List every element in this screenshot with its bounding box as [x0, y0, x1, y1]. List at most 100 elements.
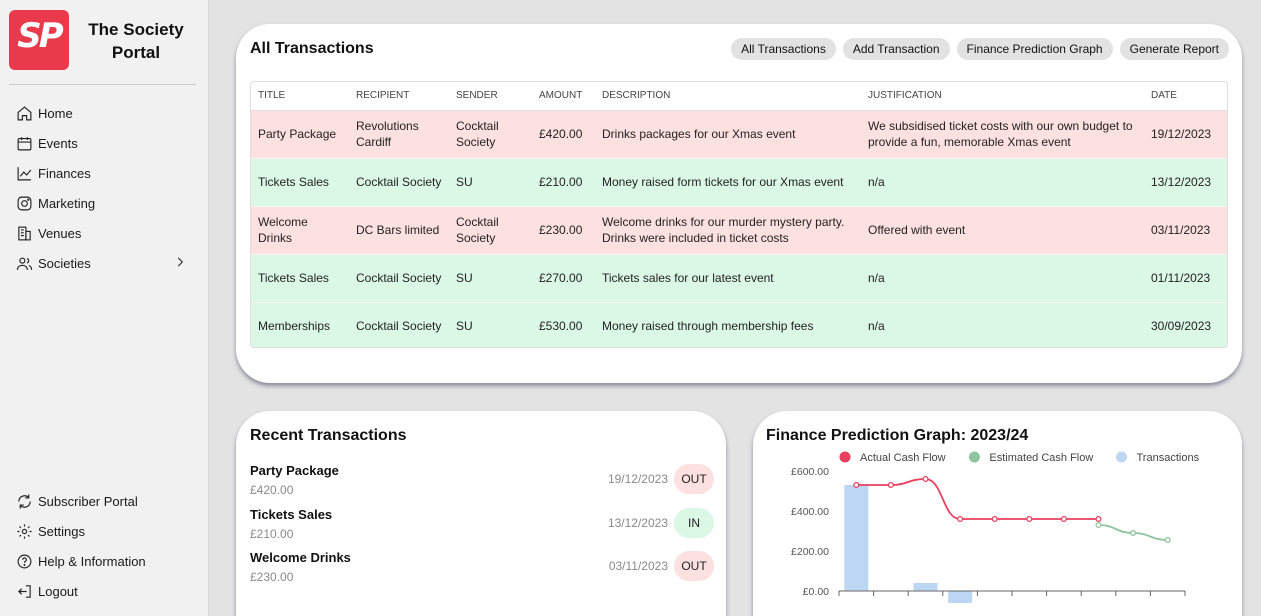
home-icon [15, 104, 33, 122]
table-row[interactable]: Tickets Sales Cocktail Society SU £270.0… [251, 254, 1227, 303]
sidebar: SP The Society Portal Home Events Financ… [0, 0, 209, 616]
users-icon [15, 254, 33, 272]
cell-title: Memberships [251, 302, 349, 347]
legend-label: Actual Cash Flow [860, 452, 946, 464]
cell-description: Tickets sales for our latest event [595, 254, 861, 303]
recent-item-date: 19/12/2023 [607, 472, 668, 486]
main-nav: Home Events Finances Marketing Venues So… [15, 98, 195, 278]
cell-amount: £420.00 [532, 110, 595, 159]
bar-transaction [913, 583, 938, 591]
series-point [991, 515, 998, 523]
nav-label: Finances [38, 165, 91, 181]
cell-date: 03/11/2023 [1144, 206, 1227, 255]
recent-transactions-list: Party Package £420.00 19/12/2023 OUT Tic… [250, 461, 714, 592]
nav-item-marketing[interactable]: Marketing [15, 188, 195, 218]
series-point [1026, 515, 1033, 523]
table-row[interactable]: Party Package Revolutions Cardiff Cockta… [251, 110, 1227, 159]
nav-item-societies[interactable]: Societies [15, 248, 195, 278]
tab-generate-report[interactable]: Generate Report [1119, 38, 1229, 60]
legend-label: Estimated Cash Flow [989, 452, 1093, 464]
table-row[interactable]: Tickets Sales Cocktail Society SU £210.0… [251, 158, 1227, 207]
cell-recipient: DC Bars limited [349, 206, 449, 255]
all-transactions-title: All Transactions [250, 40, 374, 57]
cell-description: Welcome drinks for our murder mystery pa… [595, 206, 861, 255]
all-transactions-card: All Transactions All Transactions Add Tr… [236, 24, 1242, 383]
cell-description: Money raised through membership fees [595, 302, 861, 347]
list-item[interactable]: Party Package £420.00 19/12/2023 OUT [250, 461, 714, 505]
legend-swatch [1116, 451, 1127, 463]
direction-badge: OUT [674, 464, 714, 494]
cell-amount: £210.00 [532, 158, 595, 207]
cell-justification: n/a [861, 302, 1144, 347]
nav-item-finances[interactable]: Finances [15, 158, 195, 188]
column-header-amount[interactable]: Amount [532, 82, 595, 111]
series-point [1060, 515, 1067, 523]
help-icon [15, 552, 33, 570]
tab-finance-prediction-graph[interactable]: Finance Prediction Graph [956, 38, 1113, 60]
column-header-description[interactable]: Description [595, 82, 861, 111]
cell-description: Drinks packages for our Xmas event [595, 110, 861, 159]
nav-item-settings[interactable]: Settings [15, 516, 195, 546]
recent-item-date: 13/12/2023 [607, 515, 668, 530]
nav-item-events[interactable]: Events [15, 128, 195, 158]
legend-swatch [839, 451, 851, 463]
cell-title: Party Package [251, 110, 349, 159]
nav-item-subscriber-portal[interactable]: Subscriber Portal [15, 486, 195, 516]
tab-add-transaction[interactable]: Add Transaction [842, 38, 950, 60]
logo[interactable]: SP [9, 10, 69, 70]
finance-graph-card: Finance Prediction Graph: 2023/24 Actual… [753, 411, 1242, 616]
cell-sender: SU [449, 302, 532, 347]
series-point [1130, 529, 1137, 537]
nav-item-venues[interactable]: Venues [15, 218, 195, 248]
cell-date: 19/12/2023 [1144, 110, 1227, 159]
series-point [957, 515, 964, 523]
cell-sender: SU [449, 254, 532, 303]
tab-all-transactions[interactable]: All Transactions [731, 38, 836, 60]
nav-label: Help & Information [38, 553, 146, 569]
cell-title: Tickets Sales [251, 254, 349, 303]
column-header-justification[interactable]: Justification [861, 82, 1144, 111]
cell-justification: Offered with event [861, 206, 1144, 255]
brand-divider [9, 84, 196, 85]
legend-label: Transactions [1137, 452, 1200, 464]
nav-item-help[interactable]: Help & Information [15, 546, 195, 576]
recent-item-title: Tickets Sales [250, 506, 333, 522]
direction-badge: OUT [674, 551, 714, 581]
table-row[interactable]: Welcome Drinks DC Bars limited Cocktail … [251, 206, 1227, 255]
series-point [853, 481, 860, 489]
y-tick-label: £600.00 [791, 466, 829, 478]
series-point [1164, 536, 1171, 544]
column-header-date[interactable]: Date [1144, 82, 1227, 111]
cell-date: 30/09/2023 [1144, 302, 1227, 347]
cell-title: Tickets Sales [251, 158, 349, 207]
column-header-title[interactable]: Title [251, 82, 349, 111]
recent-transactions-card: Recent Transactions Party Package £420.0… [236, 411, 726, 616]
column-header-recipient[interactable]: Recipient [349, 82, 449, 111]
transaction-tabs: All Transactions Add Transaction Finance… [731, 38, 1229, 60]
series-point [887, 481, 894, 489]
nav-item-home[interactable]: Home [15, 98, 195, 128]
chevron-right-icon[interactable] [173, 255, 187, 269]
bar-transaction [948, 591, 973, 603]
y-tick-label: £400.00 [791, 506, 829, 518]
nav-label: Logout [38, 583, 78, 599]
logout-icon [15, 582, 33, 600]
nav-label: Subscriber Portal [38, 493, 138, 509]
direction-badge: IN [674, 507, 714, 538]
instagram-icon [15, 194, 33, 212]
cell-amount: £530.00 [532, 302, 595, 347]
list-item[interactable]: Welcome Drinks £230.00 03/11/2023 OUT [250, 548, 714, 592]
recent-transactions-title: Recent Transactions [250, 427, 407, 444]
cell-sender: Cocktail Society [449, 110, 532, 159]
y-tick-label: £0.00 [803, 586, 829, 598]
nav-item-logout[interactable]: Logout [15, 576, 195, 606]
list-item[interactable]: Tickets Sales £210.00 13/12/2023 IN [250, 505, 714, 549]
column-header-sender[interactable]: Sender [449, 82, 532, 111]
cell-description: Money raised form tickets for our Xmas e… [595, 158, 861, 207]
recent-item-amount: £210.00 [250, 526, 294, 541]
table-row[interactable]: Memberships Cocktail Society SU £530.00 … [251, 302, 1227, 347]
series-point [922, 475, 929, 483]
cell-sender: Cocktail Society [449, 206, 532, 255]
recent-item-amount: £420.00 [250, 483, 294, 497]
finance-graph-title: Finance Prediction Graph: 2023/24 [766, 427, 1029, 444]
